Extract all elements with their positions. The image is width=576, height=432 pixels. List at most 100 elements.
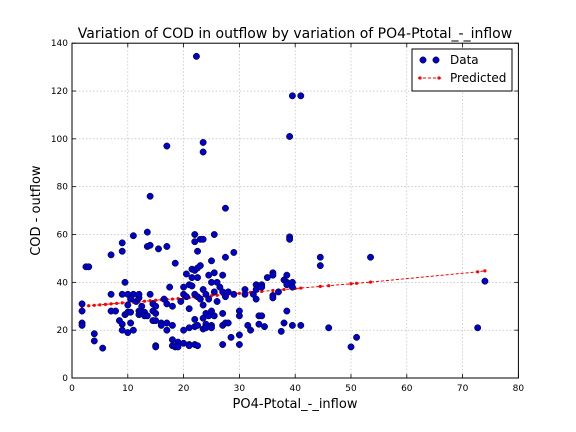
data-point: [146, 290, 154, 298]
predicted-point: [299, 286, 303, 290]
data-point: [118, 320, 126, 328]
x-tick-label: 30: [234, 384, 246, 394]
data-point: [107, 251, 115, 259]
data-point: [118, 239, 126, 247]
data-point: [196, 295, 204, 303]
data-point: [481, 277, 489, 285]
data-point: [152, 309, 160, 317]
data-point: [258, 312, 266, 320]
data-point: [163, 142, 171, 150]
predicted-line: [82, 270, 485, 307]
predicted-point: [170, 297, 175, 301]
data-point: [192, 52, 200, 60]
plot-area: 0 10 20 30 40 50 60 70 80 0 20 40 60 80 100 120 140: [51, 39, 525, 394]
data-point: [127, 319, 135, 327]
data-point: [107, 290, 115, 298]
data-point: [163, 326, 171, 334]
predicted-point: [87, 304, 91, 308]
data-point: [143, 312, 151, 320]
data-point: [196, 262, 204, 270]
data-point: [152, 343, 160, 351]
data-point: [222, 253, 229, 261]
y-tick-label: 20: [57, 326, 69, 336]
data-point: [347, 343, 355, 351]
data-point: [127, 308, 135, 316]
y-tick-label: 120: [51, 87, 68, 97]
data-point: [124, 301, 132, 309]
data-point: [286, 235, 294, 243]
data-point: [280, 319, 288, 327]
predicted-point: [260, 289, 264, 294]
data-point: [210, 269, 218, 277]
data-point: [138, 302, 146, 310]
predicted-point: [271, 288, 275, 293]
data-point: [297, 92, 305, 100]
predicted-point: [368, 280, 373, 284]
data-point: [194, 321, 202, 329]
data-point: [208, 257, 215, 265]
data-point: [224, 319, 232, 327]
data-point: [155, 245, 162, 253]
data-point: [325, 324, 333, 332]
x-tick-label: 20: [178, 384, 190, 394]
data-point: [210, 231, 218, 238]
legend-predicted-marker: [437, 76, 441, 80]
data-point: [143, 228, 151, 236]
legend-data-marker: [432, 56, 440, 64]
y-tick-label: 60: [57, 231, 69, 241]
data-point: [474, 324, 482, 332]
data-point: [168, 321, 176, 329]
data-point: [78, 300, 86, 308]
predicted-point: [282, 287, 286, 292]
data-point: [146, 241, 154, 249]
data-point: [174, 343, 182, 351]
predicted-point: [318, 284, 322, 289]
legend-data-marker: [419, 56, 427, 64]
data-point: [367, 253, 374, 261]
data-point: [168, 302, 176, 310]
data-point: [316, 253, 324, 261]
data-point: [210, 288, 218, 296]
data-point: [219, 309, 227, 317]
axis-ticks: 0 10 20 30 40 50 60 70 80 0 20 40 60 80 100 120 140: [51, 39, 525, 394]
data-point: [194, 342, 202, 350]
legend: Data Predicted: [411, 48, 513, 92]
predicted-point: [354, 281, 359, 285]
predicted-point: [109, 302, 113, 306]
data-point: [288, 321, 296, 329]
predicted-point: [92, 303, 96, 307]
x-tick-label: 10: [122, 384, 134, 394]
data-point: [112, 307, 119, 315]
data-point: [135, 290, 143, 298]
predicted-point: [327, 284, 331, 288]
data-point: [247, 326, 255, 334]
data-point: [258, 283, 266, 291]
x-tick-label: 0: [69, 384, 75, 394]
data-point: [163, 243, 171, 250]
data-point: [199, 148, 207, 156]
legend-data-label: Data: [450, 53, 479, 67]
data-point: [129, 232, 137, 240]
x-tick-label: 80: [513, 384, 525, 394]
y-tick-label: 0: [62, 374, 68, 384]
data-point: [213, 298, 221, 305]
data-point: [222, 204, 229, 212]
predicted-point: [98, 303, 102, 307]
data-point: [283, 307, 291, 315]
x-tick-label: 40: [289, 384, 301, 394]
data-point: [316, 262, 324, 270]
data-point: [78, 321, 86, 329]
data-point: [219, 341, 227, 348]
data-point: [235, 331, 243, 339]
legend-box: [411, 48, 513, 92]
x-tick-label: 60: [401, 384, 413, 394]
predicted-point: [115, 301, 119, 305]
data-point: [208, 324, 215, 332]
y-tick-label: 140: [51, 39, 68, 49]
y-tick-label: 100: [51, 135, 68, 145]
data-point: [194, 247, 202, 255]
data-point: [185, 305, 193, 313]
data-point: [219, 271, 227, 279]
data-point: [191, 231, 199, 238]
predicted-point: [120, 301, 124, 305]
